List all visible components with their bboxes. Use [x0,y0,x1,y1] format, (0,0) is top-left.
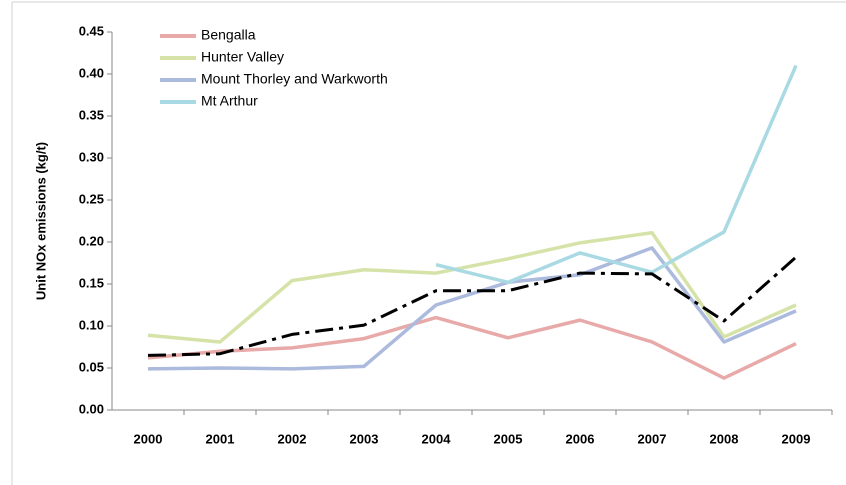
y-tick-label: 0.00 [79,401,104,416]
series-line [147,315,797,380]
x-tick-label: 2002 [278,431,307,446]
x-tick-label: 2003 [350,431,379,446]
y-tick-label: 0.40 [79,65,104,80]
series-line [435,64,798,285]
legend-label: Bengalla [201,27,256,43]
x-tick-label: 2000 [134,431,163,446]
y-tick-label: 0.10 [79,317,104,332]
x-tick-label: 2005 [494,431,523,446]
y-axis-label: Unit NOx emissions (kg/t) [33,142,48,300]
series-line [147,231,797,344]
legend-label: Mount Thorley and Warkworth [201,71,388,87]
x-tick-label: 2008 [710,431,739,446]
x-tick-label: 2009 [782,431,811,446]
x-tick-label: 2006 [566,431,595,446]
legend-label: Mt Arthur [201,93,258,109]
x-tick-label: 2004 [422,431,452,446]
y-tick-label: 0.35 [79,107,104,122]
legend-label: Hunter Valley [201,49,284,65]
series-line [147,246,797,371]
y-tick-label: 0.20 [79,233,104,248]
y-tick-label: 0.05 [79,359,104,374]
y-tick-label: 0.30 [79,149,104,164]
y-tick-label: 0.45 [79,23,104,38]
series-line [147,255,797,357]
x-tick-label: 2001 [206,431,235,446]
y-tick-label: 0.15 [79,275,104,290]
x-tick-label: 2007 [638,431,667,446]
y-tick-label: 0.25 [79,191,104,206]
